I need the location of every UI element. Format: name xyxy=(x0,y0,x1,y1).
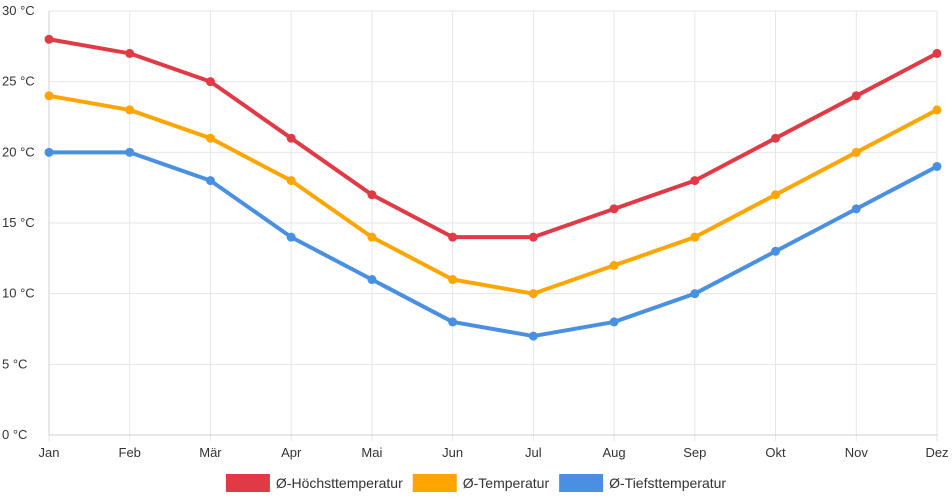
data-point-hoechst[interactable] xyxy=(205,77,215,87)
series-mittel xyxy=(44,91,942,299)
data-point-mittel[interactable] xyxy=(528,289,538,299)
x-tick-label: Jul xyxy=(525,445,542,460)
legend-label-mittel: Ø-Temperatur xyxy=(463,475,550,491)
data-point-tiefst[interactable] xyxy=(851,204,861,214)
y-tick-label: 10 °C xyxy=(2,286,35,301)
data-point-mittel[interactable] xyxy=(44,91,54,101)
data-point-mittel[interactable] xyxy=(205,133,215,143)
x-tick-label: Apr xyxy=(281,445,302,460)
legend-swatch-hoechst xyxy=(225,474,270,492)
data-point-mittel[interactable] xyxy=(448,275,458,285)
grid-layer xyxy=(48,10,938,441)
data-point-hoechst[interactable] xyxy=(851,91,861,101)
data-point-hoechst[interactable] xyxy=(528,232,538,242)
data-point-hoechst[interactable] xyxy=(932,48,942,58)
data-point-tiefst[interactable] xyxy=(286,232,296,242)
data-point-tiefst[interactable] xyxy=(125,147,135,157)
data-point-tiefst[interactable] xyxy=(528,331,538,341)
x-tick-label: Jun xyxy=(442,445,463,460)
data-point-mittel[interactable] xyxy=(690,232,700,242)
series-tiefst xyxy=(44,147,942,341)
x-tick-label: Sep xyxy=(683,445,706,460)
data-point-tiefst[interactable] xyxy=(205,176,215,186)
series-hoechst xyxy=(44,34,942,242)
data-point-hoechst[interactable] xyxy=(125,48,135,58)
legend[interactable]: Ø-Höchsttemperatur Ø-Temperatur Ø-Tiefstte… xyxy=(225,474,726,492)
y-tick-label: 20 °C xyxy=(2,144,35,159)
data-point-hoechst[interactable] xyxy=(44,34,54,44)
data-point-mittel[interactable] xyxy=(932,105,942,115)
data-point-mittel[interactable] xyxy=(125,105,135,115)
data-point-tiefst[interactable] xyxy=(690,289,700,299)
data-point-tiefst[interactable] xyxy=(609,317,619,327)
x-tick-label: Feb xyxy=(119,445,141,460)
series-line-hoechst xyxy=(47,37,939,240)
data-point-hoechst[interactable] xyxy=(286,133,296,143)
y-tick-label: 5 °C xyxy=(2,356,27,371)
data-point-tiefst[interactable] xyxy=(771,246,781,256)
data-point-hoechst[interactable] xyxy=(609,204,619,214)
series-line-mittel xyxy=(47,93,939,296)
data-point-tiefst[interactable] xyxy=(44,147,54,157)
x-tick-label: Dez xyxy=(925,445,948,460)
y-tick-label: 25 °C xyxy=(2,74,35,89)
x-tick-label: Mär xyxy=(199,445,222,460)
x-tick-label: Aug xyxy=(603,445,626,460)
y-tick-label: 0 °C xyxy=(2,427,27,442)
data-point-hoechst[interactable] xyxy=(771,133,781,143)
legend-item-hoechst[interactable]: Ø-Höchsttemperatur xyxy=(225,474,403,492)
x-tick-label: Jan xyxy=(39,445,60,460)
data-point-mittel[interactable] xyxy=(771,190,781,200)
legend-item-mittel[interactable]: Ø-Temperatur xyxy=(412,474,550,492)
legend-swatch-tiefst xyxy=(559,474,604,492)
x-tick-label: Okt xyxy=(765,445,786,460)
legend-label-hoechst: Ø-Höchsttemperatur xyxy=(276,475,403,491)
y-tick-label: 30 °C xyxy=(2,3,35,18)
series-line-tiefst xyxy=(47,150,939,339)
axis-layer: 0 °C 5 °C 10 °C 15 °C 20 °C 25 °C 30 °C Jan Feb M… xyxy=(2,3,949,460)
data-point-mittel[interactable] xyxy=(851,147,861,157)
legend-item-tiefst[interactable]: Ø-Tiefsttemperatur xyxy=(559,474,726,492)
x-tick-label: Nov xyxy=(845,445,869,460)
data-point-tiefst[interactable] xyxy=(932,161,942,171)
data-point-tiefst[interactable] xyxy=(367,275,377,285)
data-point-mittel[interactable] xyxy=(286,176,296,186)
series-layer xyxy=(44,34,942,341)
legend-swatch-mittel xyxy=(412,474,457,492)
data-point-mittel[interactable] xyxy=(609,260,619,270)
data-point-tiefst[interactable] xyxy=(448,317,458,327)
data-point-hoechst[interactable] xyxy=(367,190,377,200)
data-point-hoechst[interactable] xyxy=(448,232,458,242)
x-tick-label: Mai xyxy=(361,445,382,460)
legend-label-tiefst: Ø-Tiefsttemperatur xyxy=(609,475,726,491)
y-tick-label: 15 °C xyxy=(2,215,35,230)
data-point-mittel[interactable] xyxy=(367,232,377,242)
data-point-hoechst[interactable] xyxy=(690,176,700,186)
